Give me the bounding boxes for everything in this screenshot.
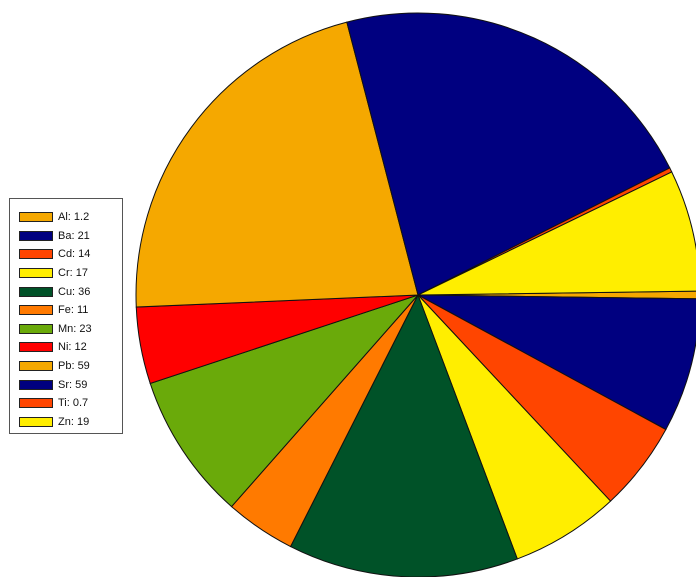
pie-slice-pb <box>135 21 419 308</box>
legend-label-cd: Cd: 14 <box>58 248 91 261</box>
legend-label-al: Al: 1.2 <box>58 211 90 224</box>
legend-label-ti: Ti: 0.7 <box>58 397 89 410</box>
legend-swatch-cu <box>19 286 53 297</box>
legend-item-pb: Pb: 59 <box>19 357 122 376</box>
legend-label-cr: Cr: 17 <box>58 267 88 280</box>
legend-swatch-mn <box>19 323 53 334</box>
legend-label-zn: Zn: 19 <box>58 415 90 428</box>
legend-swatch-sr <box>19 379 53 390</box>
legend-item-zn: Zn: 19 <box>19 413 122 432</box>
legend-label-mn: Mn: 23 <box>58 322 92 335</box>
pie-slice-ba <box>417 294 696 431</box>
pie-slice-al <box>417 290 696 300</box>
legend-item-ba: Ba: 21 <box>19 227 122 246</box>
legend-swatch-pb <box>19 361 53 372</box>
pie-slice-cu <box>289 293 518 577</box>
legend-label-ni: Ni: 12 <box>58 341 87 354</box>
legend-item-sr: Sr: 59 <box>19 375 122 394</box>
legend-label-pb: Pb: 59 <box>58 360 90 373</box>
legend-label-fe: Fe: 11 <box>58 304 89 317</box>
legend-item-ni: Ni: 12 <box>19 338 122 357</box>
legend-swatch-zn <box>19 416 53 427</box>
legend-swatch-ba <box>19 230 53 241</box>
legend-swatch-cd <box>19 249 53 260</box>
legend-item-cr: Cr: 17 <box>19 264 122 283</box>
legend: Al: 1.2 Ba: 21 Cd: 14 Cr: 17 Cu: 36 Fe: 11 Mn:… <box>9 198 123 434</box>
legend-item-cu: Cu: 36 <box>19 282 122 301</box>
legend-label-cu: Cu: 36 <box>58 285 91 298</box>
legend-item-fe: Fe: 11 <box>19 301 122 320</box>
legend-swatch-ti <box>19 398 53 409</box>
legend-item-ti: Ti: 0.7 <box>19 394 122 413</box>
legend-swatch-cr <box>19 268 53 279</box>
legend-swatch-fe <box>19 305 53 316</box>
legend-item-al: Al: 1.2 <box>19 208 122 227</box>
pie-slice-sr <box>346 12 671 296</box>
legend-swatch-al <box>19 212 53 223</box>
legend-label-ba: Ba: 21 <box>58 229 90 242</box>
pie-slice-zn <box>417 171 696 296</box>
legend-item-cd: Cd: 14 <box>19 245 122 264</box>
legend-item-mn: Mn: 23 <box>19 320 122 339</box>
legend-swatch-ni <box>19 342 53 353</box>
pie-slice-mn <box>149 293 420 508</box>
legend-label-sr: Sr: 59 <box>58 378 88 391</box>
